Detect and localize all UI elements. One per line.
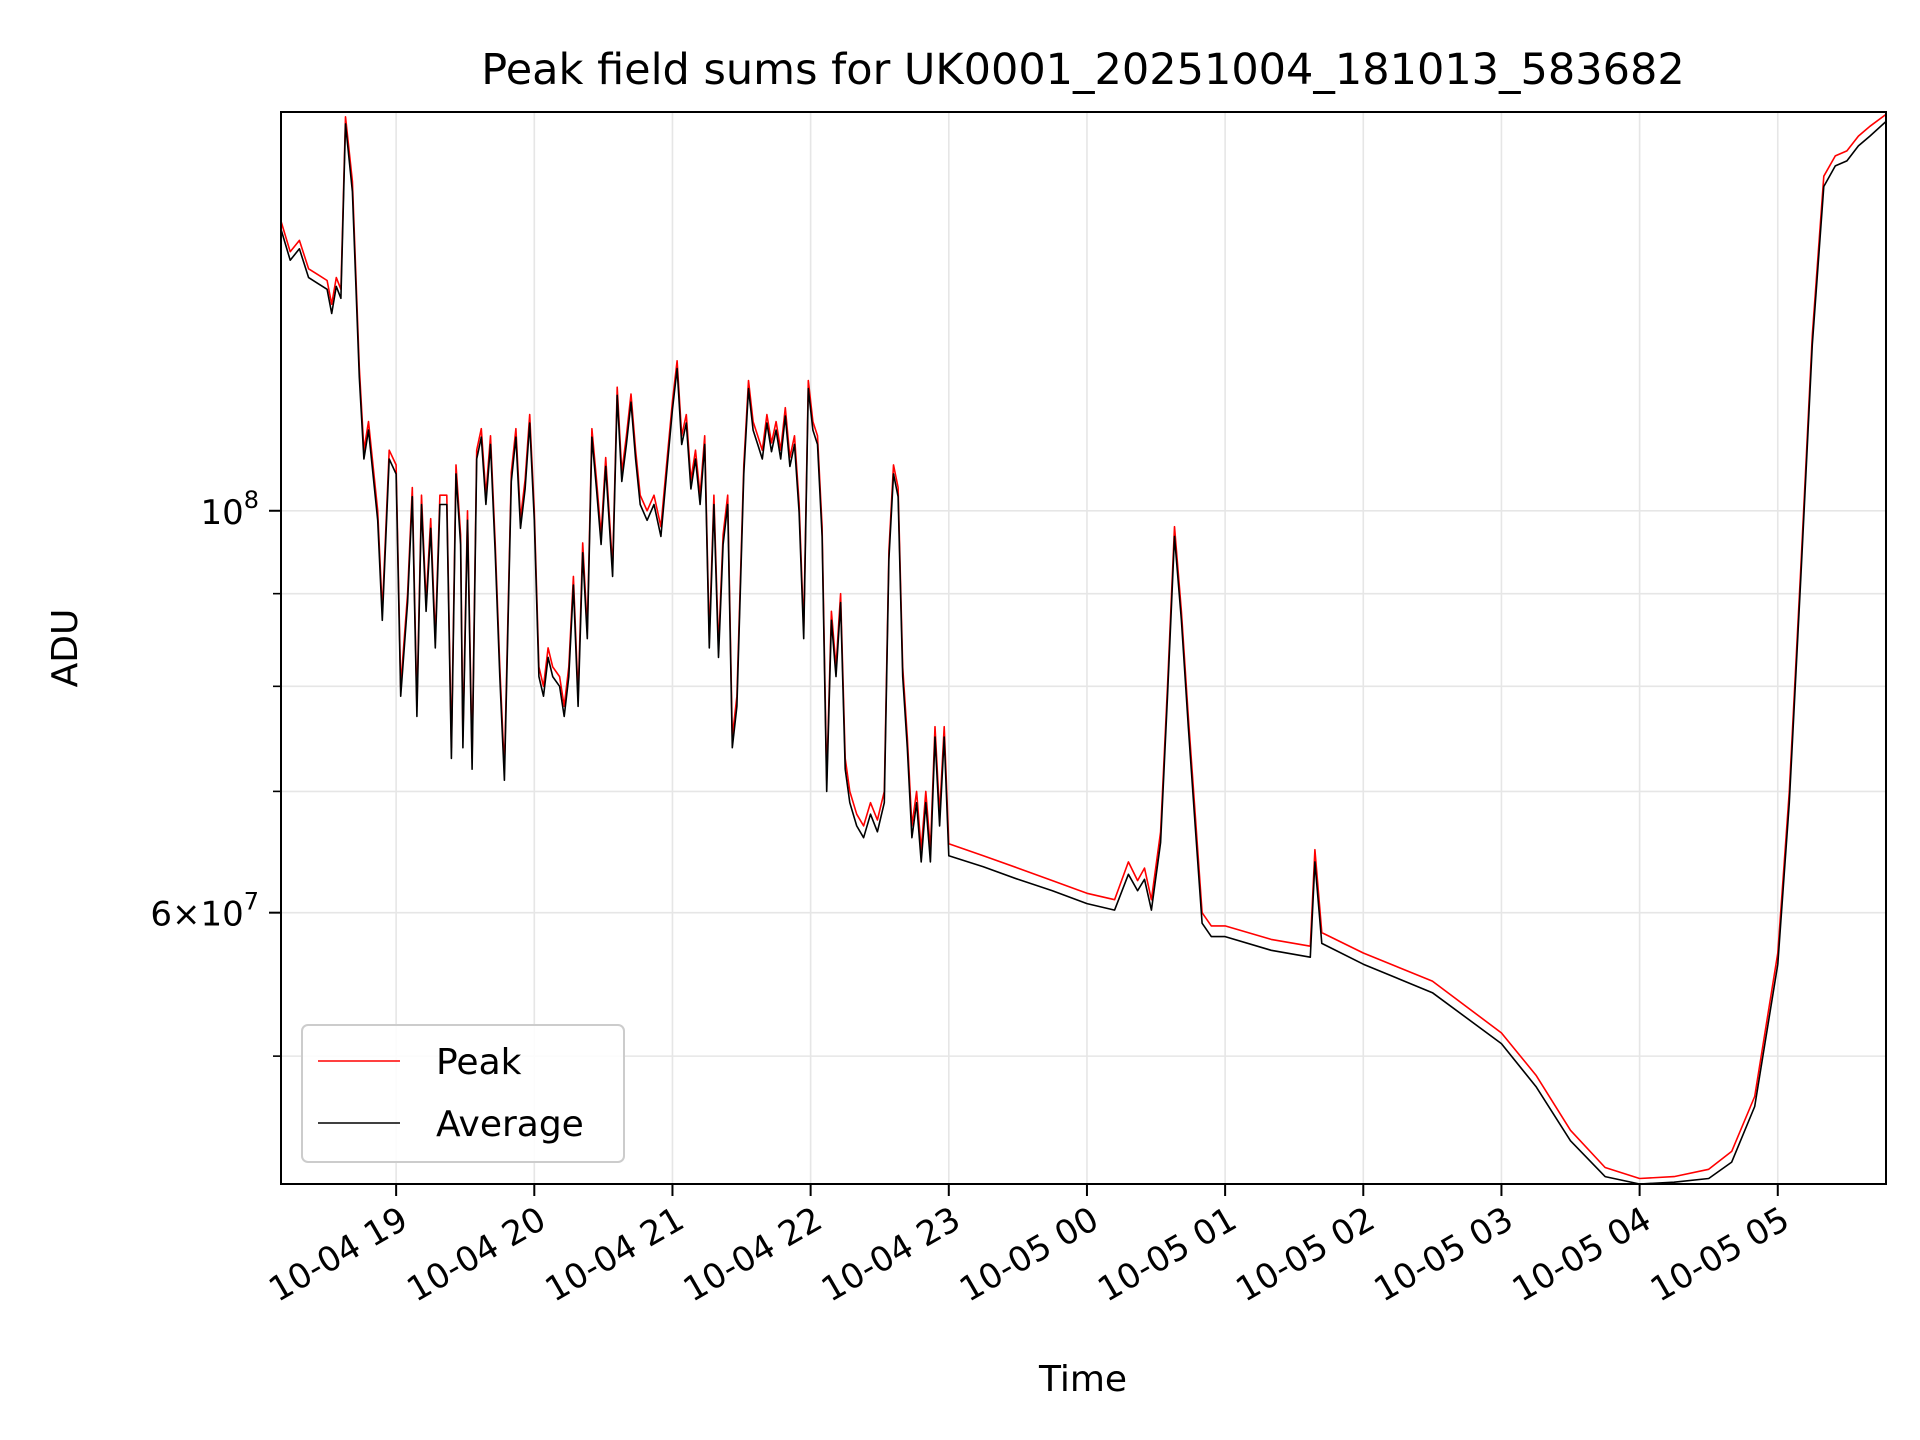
legend-label-peak: Peak [436,1042,522,1083]
x-axis-label: Time [1038,1359,1127,1400]
series-line-average [280,120,1887,1185]
y-tick-label: 108 [200,486,259,533]
y-axis-label: ADU [45,609,86,688]
y-tick-label: 6×107 [150,888,259,935]
legend-box [301,1024,625,1163]
legend-label-average: Average [436,1104,584,1145]
plot-area [280,113,1887,1185]
grid-lines [281,112,1886,1184]
y-axis: 108 6×107 [150,486,281,1057]
legend: Peak Average [301,1024,625,1163]
chart-title: Peak field sums for UK0001_20251004_1810… [481,45,1684,95]
plot-frame [280,111,1887,1185]
